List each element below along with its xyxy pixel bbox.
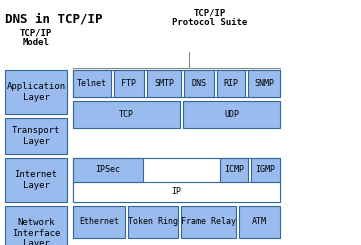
Text: IP: IP [171, 187, 182, 196]
Bar [239, 206, 280, 238]
Text: RIP: RIP [223, 79, 239, 88]
Bar [147, 70, 181, 97]
Bar [5, 206, 67, 245]
Text: Telnet: Telnet [77, 79, 107, 88]
Bar [184, 70, 214, 97]
Bar [73, 182, 280, 202]
Text: TCP/IP
Protocol Suite: TCP/IP Protocol Suite [172, 8, 248, 27]
Text: ICMP: ICMP [224, 166, 244, 174]
Text: Application
Layer: Application Layer [6, 82, 66, 102]
Bar [217, 70, 245, 97]
Bar [73, 70, 111, 97]
Text: TCP: TCP [119, 110, 134, 119]
Bar [73, 101, 180, 128]
Text: Frame Relay: Frame Relay [181, 218, 236, 226]
Text: Internet
Layer: Internet Layer [14, 170, 57, 190]
Text: Transport
Layer: Transport Layer [12, 126, 60, 146]
Text: SNMP: SNMP [254, 79, 274, 88]
Text: Ethernet: Ethernet [79, 218, 119, 226]
Bar [251, 158, 280, 182]
Bar [5, 158, 67, 202]
Bar [114, 70, 144, 97]
Bar [73, 158, 143, 182]
Text: SMTP: SMTP [154, 79, 174, 88]
Text: DNS in TCP/IP: DNS in TCP/IP [5, 13, 103, 26]
Text: DNS: DNS [191, 79, 206, 88]
Text: Network
Interface
Layer: Network Interface Layer [12, 218, 60, 245]
Bar [5, 118, 67, 154]
Text: ATM: ATM [252, 218, 267, 226]
Bar [73, 70, 280, 97]
Text: FTP: FTP [122, 79, 136, 88]
Text: IPSec: IPSec [96, 166, 121, 174]
Bar [248, 70, 280, 97]
Bar [181, 206, 236, 238]
Bar [183, 101, 280, 128]
Bar [73, 206, 125, 238]
Bar [5, 70, 67, 114]
Text: Token Ring: Token Ring [128, 218, 178, 226]
Text: TCP/IP
Model: TCP/IP Model [20, 28, 52, 47]
Bar [220, 158, 248, 182]
Text: IGMP: IGMP [256, 166, 275, 174]
Bar [128, 206, 178, 238]
Text: UDP: UDP [224, 110, 239, 119]
Bar [73, 158, 280, 202]
